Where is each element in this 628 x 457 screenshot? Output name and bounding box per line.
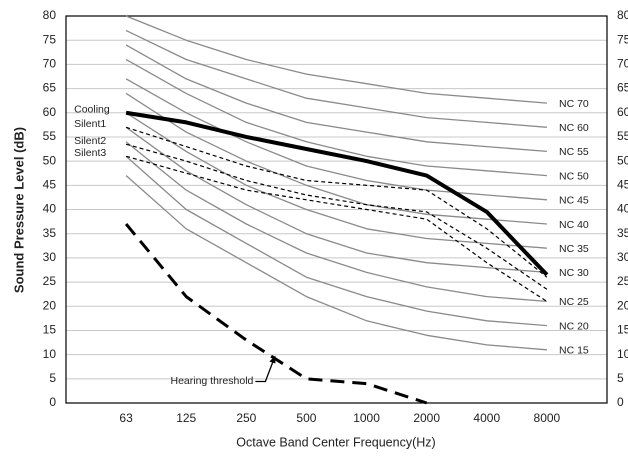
y2-tick-label: 25 bbox=[617, 274, 628, 288]
y2-tick-label: 65 bbox=[617, 81, 628, 95]
series-label: Silent2 bbox=[74, 135, 106, 147]
x-tick-label: 125 bbox=[176, 411, 196, 425]
y-tick-label: 20 bbox=[43, 298, 57, 312]
series-label: NC 25 bbox=[559, 296, 589, 308]
x-axis-title: Octave Band Center Frequency(Hz) bbox=[236, 435, 435, 449]
y2-tick-label: 55 bbox=[617, 129, 628, 143]
y-tick-label: 25 bbox=[43, 274, 57, 288]
x-tick-label: 2000 bbox=[413, 411, 440, 425]
series-label: NC 45 bbox=[559, 195, 589, 207]
y-tick-label: 80 bbox=[43, 8, 57, 22]
y-tick-label: 40 bbox=[43, 202, 57, 216]
series-line bbox=[125, 29, 547, 128]
series-label: NC 60 bbox=[559, 122, 589, 134]
y-tick-label: 5 bbox=[49, 371, 56, 385]
y2-tick-label: 15 bbox=[617, 323, 628, 337]
annotation: Hearing threshold bbox=[170, 375, 253, 387]
y-tick-label: 60 bbox=[43, 105, 57, 119]
y-tick-label: 10 bbox=[43, 347, 57, 361]
y2-tick-label: 20 bbox=[617, 298, 628, 312]
y-tick-label: 15 bbox=[43, 323, 57, 337]
series-label: NC 35 bbox=[559, 243, 589, 255]
series-line bbox=[125, 78, 547, 201]
y2-tick-label: 30 bbox=[617, 250, 628, 264]
series-line bbox=[125, 92, 547, 225]
x-tick-label: 8000 bbox=[534, 411, 561, 425]
series-line bbox=[125, 175, 547, 351]
y-tick-label: 35 bbox=[43, 226, 57, 240]
y2-tick-label: 60 bbox=[617, 105, 628, 119]
series-line bbox=[125, 155, 547, 327]
x-tick-label: 4000 bbox=[473, 411, 500, 425]
y-tick-label: 65 bbox=[43, 81, 57, 95]
series-label: Silent3 bbox=[74, 147, 106, 159]
y-tick-label: 30 bbox=[43, 250, 57, 264]
annotation-arrowhead bbox=[269, 355, 276, 364]
series-line bbox=[125, 44, 547, 153]
series-line bbox=[124, 223, 428, 405]
x-tick-label: 63 bbox=[119, 411, 133, 425]
series-line bbox=[125, 110, 549, 277]
y-tick-label: 75 bbox=[43, 32, 57, 46]
y2-tick-label: 10 bbox=[617, 347, 628, 361]
y-tick-label: 0 bbox=[49, 395, 56, 409]
y2-tick-label: 0 bbox=[617, 395, 624, 409]
series-line bbox=[125, 143, 548, 290]
series-label: NC 20 bbox=[559, 320, 589, 332]
y2-tick-label: 5 bbox=[617, 371, 624, 385]
y2-tick-label: 45 bbox=[617, 177, 628, 191]
series-line bbox=[125, 126, 548, 278]
y2-tick-label: 70 bbox=[617, 57, 628, 71]
series-label: NC 50 bbox=[559, 170, 589, 182]
series-line bbox=[125, 58, 547, 177]
x-tick-label: 1000 bbox=[353, 411, 380, 425]
y-tick-label: 45 bbox=[43, 177, 57, 191]
y-axis-title: Sound Pressure Level (dB) bbox=[11, 127, 26, 293]
y2-tick-label: 40 bbox=[617, 202, 628, 216]
series-label: NC 70 bbox=[559, 98, 589, 110]
y-tick-label: 50 bbox=[43, 153, 57, 167]
x-tick-label: 250 bbox=[236, 411, 256, 425]
plot-frame bbox=[65, 15, 608, 404]
y2-tick-label: 35 bbox=[617, 226, 628, 240]
series-line bbox=[125, 15, 547, 104]
y2-tick-label: 50 bbox=[617, 153, 628, 167]
y2-tick-label: 80 bbox=[617, 8, 628, 22]
series-label: Silent1 bbox=[74, 118, 106, 130]
series-line bbox=[125, 141, 547, 303]
y-tick-label: 70 bbox=[43, 57, 57, 71]
y2-tick-label: 75 bbox=[617, 32, 628, 46]
series-label: NC 40 bbox=[559, 219, 589, 231]
series-label: NC 15 bbox=[559, 345, 589, 357]
series-label: Cooling bbox=[74, 104, 110, 116]
series-label: NC 30 bbox=[559, 267, 589, 279]
series-label: NC 55 bbox=[559, 146, 589, 158]
series-line bbox=[125, 155, 548, 302]
y-tick-label: 55 bbox=[43, 129, 57, 143]
annotation-arrow bbox=[255, 360, 274, 383]
x-tick-label: 500 bbox=[296, 411, 316, 425]
